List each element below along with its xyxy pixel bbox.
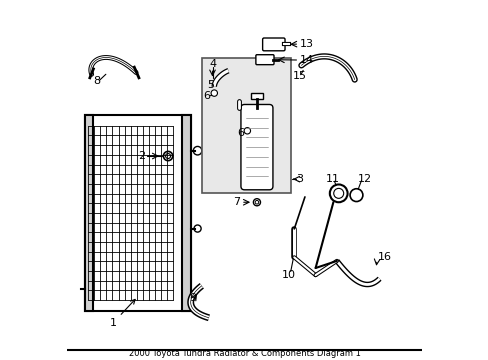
Text: 15: 15 (292, 71, 306, 81)
Circle shape (253, 199, 260, 206)
FancyBboxPatch shape (84, 115, 93, 311)
FancyBboxPatch shape (241, 104, 272, 190)
FancyBboxPatch shape (250, 93, 263, 99)
Text: 6: 6 (237, 128, 244, 138)
Text: 13: 13 (299, 39, 313, 49)
Circle shape (329, 184, 347, 202)
FancyBboxPatch shape (262, 38, 285, 51)
FancyBboxPatch shape (182, 115, 191, 311)
Text: 6: 6 (203, 91, 210, 100)
FancyBboxPatch shape (202, 58, 290, 193)
Text: 8: 8 (93, 76, 101, 86)
Circle shape (194, 225, 201, 232)
Text: 11: 11 (325, 174, 339, 184)
Text: 4: 4 (208, 59, 216, 69)
FancyBboxPatch shape (84, 115, 191, 311)
Circle shape (193, 147, 202, 155)
FancyBboxPatch shape (255, 55, 273, 65)
Text: 9: 9 (189, 293, 196, 303)
Text: 16: 16 (377, 252, 391, 262)
Text: 14: 14 (299, 55, 313, 65)
Circle shape (349, 189, 362, 202)
Text: 10: 10 (282, 270, 295, 280)
Circle shape (163, 152, 172, 161)
Circle shape (165, 154, 170, 158)
Circle shape (244, 127, 250, 134)
Text: 1: 1 (109, 300, 135, 328)
Circle shape (333, 188, 343, 198)
Circle shape (211, 90, 217, 96)
Circle shape (255, 201, 258, 204)
Text: 2: 2 (138, 151, 144, 161)
Text: 3: 3 (296, 174, 303, 184)
Text: 2000 Toyota Tundra Radiator & Components Diagram 1: 2000 Toyota Tundra Radiator & Components… (128, 349, 360, 358)
Text: 5: 5 (207, 80, 214, 90)
Text: 7: 7 (233, 197, 240, 207)
Text: 12: 12 (357, 174, 371, 184)
